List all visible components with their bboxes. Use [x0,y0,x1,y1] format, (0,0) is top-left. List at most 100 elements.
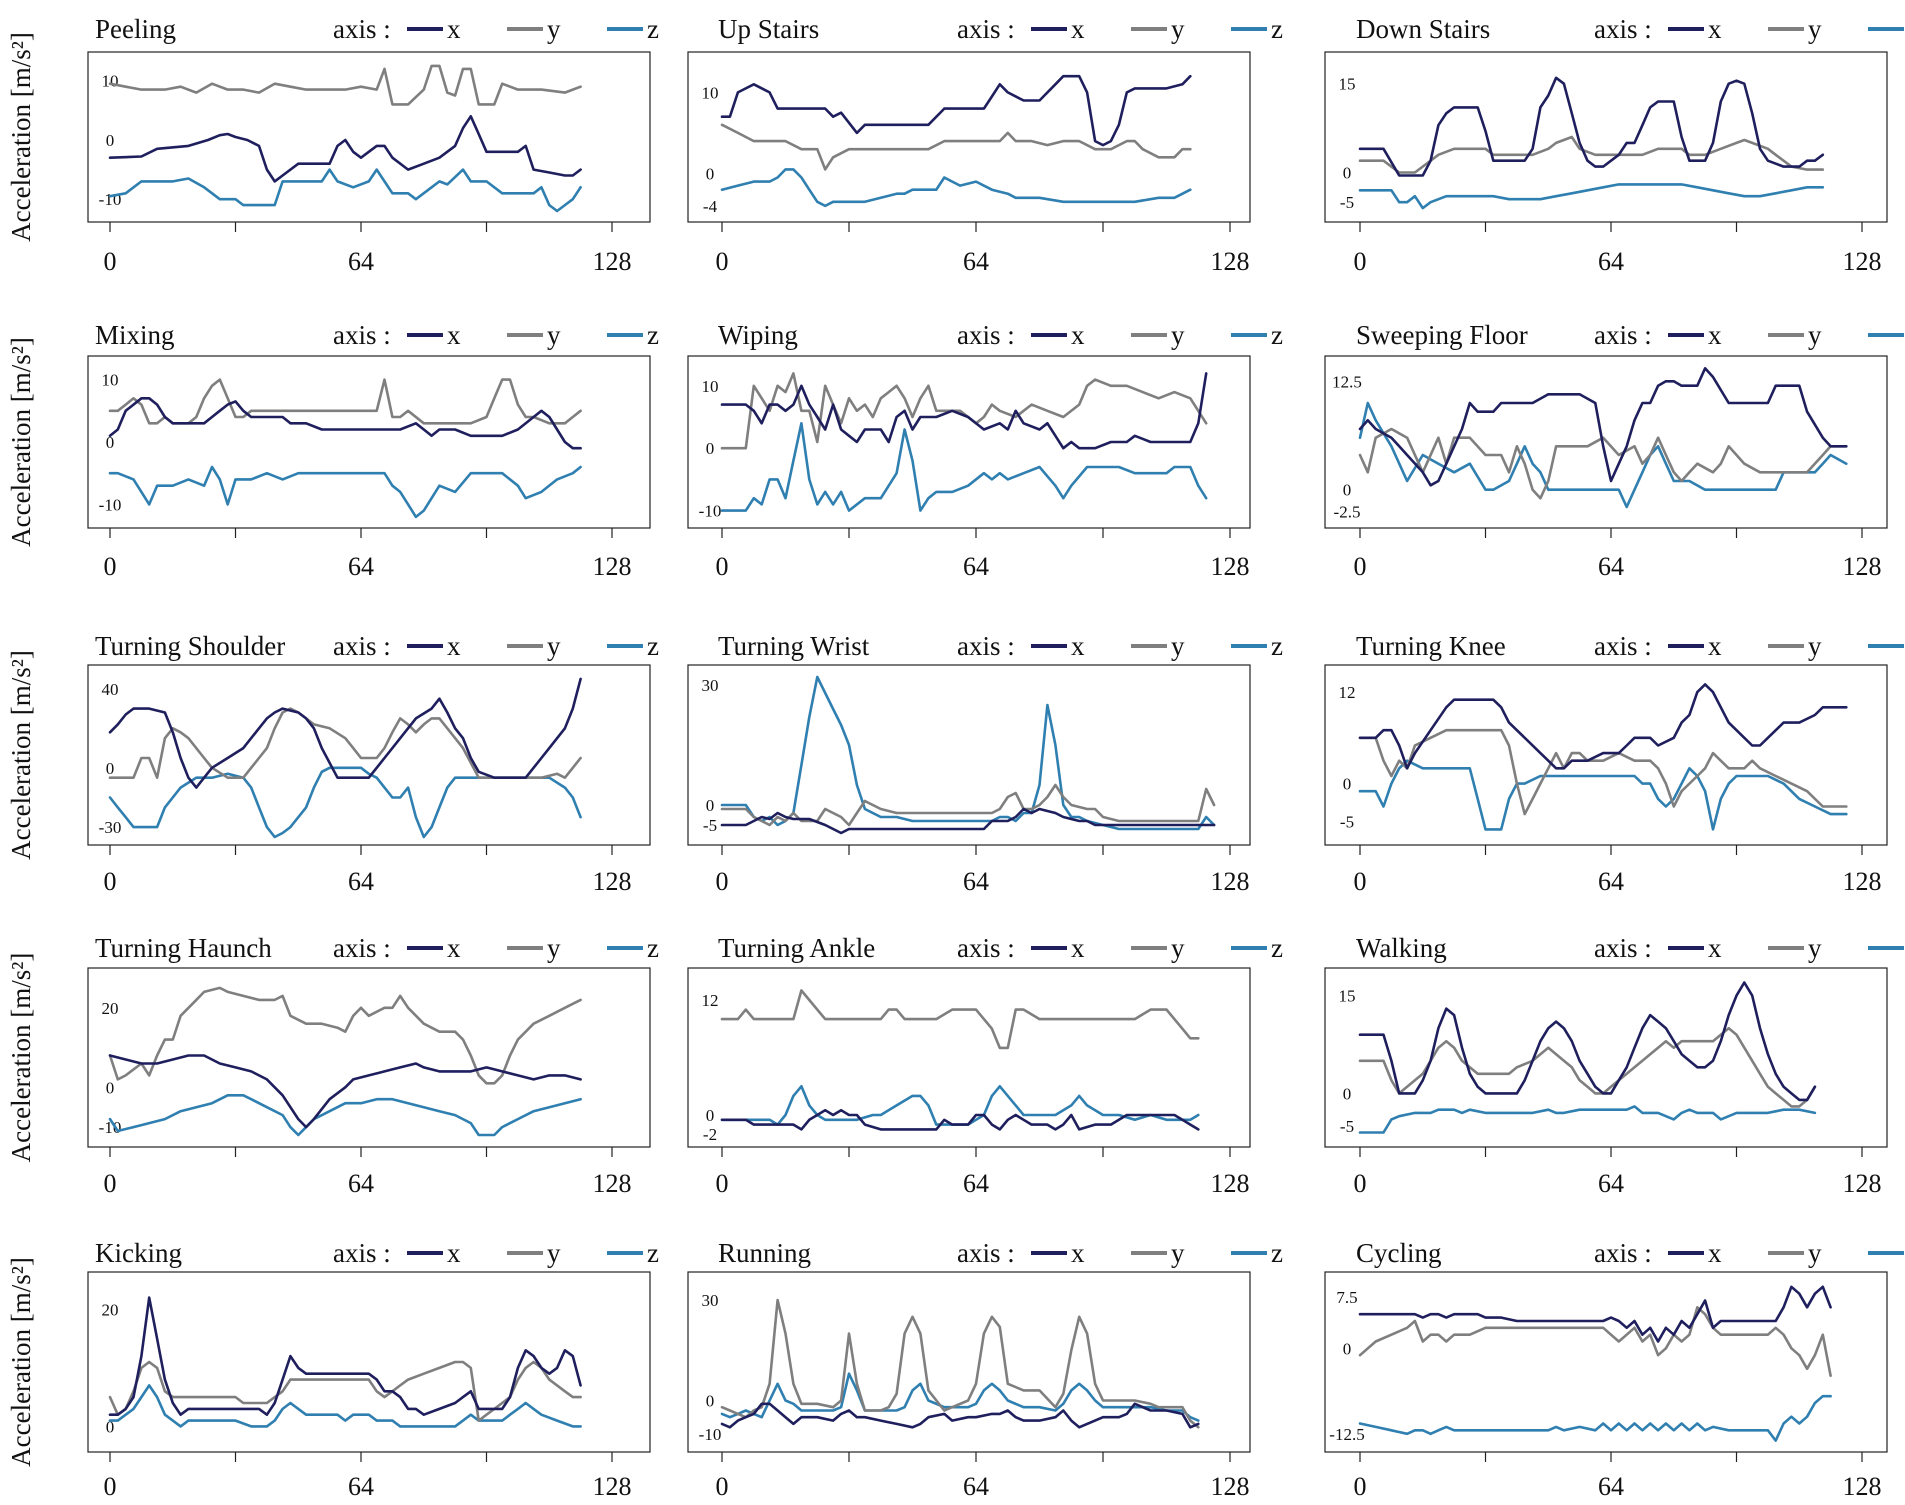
series-z-line [1358,401,1848,509]
y-axis: 10 0 -10 [99,371,122,515]
legend-label-x: x [447,14,461,44]
legend-label-x: x [1071,631,1085,661]
series-x-line [720,1402,1200,1429]
x-axis: 0 64 128 [716,845,1250,896]
x-tick-label: 0 [104,247,117,276]
x-tick-label: 64 [1598,1169,1624,1198]
chart-title: Down Stairs [1356,14,1490,44]
legend-label-z: z [647,14,659,44]
legend-label-y: y [547,14,561,44]
series-y-line [1358,728,1848,816]
legend-prefix: axis : [1594,1238,1652,1268]
series-y-line [720,1298,1200,1429]
x-tick-label: 0 [1354,247,1367,276]
x-axis: 0 64 128 [716,1452,1250,1501]
y-tick-label: 0 [1343,1084,1352,1103]
x-tick-label: 64 [348,1472,374,1501]
y-axis-title: Acceleration [m/s²] [6,1257,36,1467]
x-tick-label: 0 [716,552,729,581]
legend-label-x: x [1708,320,1722,350]
legend-prefix: axis : [333,1238,391,1268]
x-tick-label: 128 [1843,1472,1882,1501]
y-axis: 40 0 -30 [99,680,122,837]
x-tick-label: 64 [963,867,989,896]
legend-prefix: axis : [1594,933,1652,963]
x-tick-label: 0 [1354,1169,1367,1198]
series-y-line [720,783,1216,827]
y-tick-label: 10 [702,83,719,102]
legend-label-x: x [1071,320,1085,350]
legend: axis :xyz [1594,320,1904,350]
y-tick-label: 0 [706,796,715,815]
legend-label-y: y [1171,14,1185,44]
chart-title: Turning Ankle [718,933,875,963]
y-axis: 7.5 0 -12.5 [1329,1288,1364,1444]
y-tick-label: 30 [702,1291,719,1310]
y-axis-title: Acceleration [m/s²] [6,953,36,1163]
x-tick-label: 0 [104,552,117,581]
legend-prefix: axis : [333,933,391,963]
legend-label-x: x [447,933,461,963]
legend-label-y: y [1171,1238,1185,1268]
series-z-line [1358,759,1848,831]
y-tick-label: -5 [703,816,717,835]
legend-prefix: axis : [957,320,1015,350]
x-tick-label: 0 [1354,867,1367,896]
x-tick-label: 64 [963,1169,989,1198]
x-tick-label: 128 [593,1169,632,1198]
legend-label-y: y [1808,1238,1822,1268]
legend-label-z: z [647,320,659,350]
y-tick-label: 30 [702,676,719,695]
y-axis: 20 0 -10 [99,999,122,1137]
legend-label-z: z [647,933,659,963]
legend-label-y: y [1171,320,1185,350]
x-tick-label: 128 [1843,552,1882,581]
legend-prefix: axis : [333,14,391,44]
x-tick-label: 0 [716,867,729,896]
x-tick-label: 0 [1354,552,1367,581]
y-tick-label: 0 [106,433,115,452]
legend-label-y: y [1808,14,1822,44]
x-axis: 0 64 128 [104,845,632,896]
chart-title: Up Stairs [718,14,819,44]
series-x-line [108,677,582,789]
legend-label-x: x [447,320,461,350]
legend: axis :xyz [1594,631,1904,661]
chart-turning-shoulder: Turning Shoulder axis : x y z 0 64 128 40 0 -30 Acc… [6,631,659,896]
y-tick-label: 0 [1343,775,1352,794]
x-tick-label: 128 [593,552,632,581]
x-tick-label: 128 [1211,1472,1250,1501]
chart-title: Turning Haunch [95,933,272,963]
y-tick-label: -4 [703,197,718,216]
legend-label-x: x [1708,933,1722,963]
legend-prefix: axis : [957,933,1015,963]
series-z-line [720,675,1216,831]
y-tick-label: -5 [1340,1117,1354,1136]
x-tick-label: 64 [348,552,374,581]
plot-frame [687,967,1251,1148]
series-x-line [720,807,1216,835]
y-tick-label: 10 [102,371,119,390]
x-tick-label: 128 [1843,247,1882,276]
y-tick-label: 0 [706,439,715,458]
y-tick-label: -10 [99,1118,122,1137]
x-tick-label: 64 [348,1169,374,1198]
y-tick-label: -10 [99,495,122,514]
y-axis: 30 0-5 [702,676,719,835]
y-tick-label: -5 [1340,193,1354,212]
legend-label-y: y [547,933,561,963]
x-tick-label: 128 [1211,1169,1250,1198]
legend-label-y: y [547,1238,561,1268]
y-axis: 10 0 -4 [702,83,719,215]
legend-label-y: y [1808,631,1822,661]
series-y-line [108,1360,582,1422]
legend-prefix: axis : [333,631,391,661]
x-tick-label: 128 [593,247,632,276]
y-axis: 10 0 -10 [99,72,122,209]
y-tick-label: 0 [1343,164,1352,183]
x-tick-label: 64 [963,247,989,276]
series-y-line [108,707,582,779]
y-tick-label: 20 [102,1300,119,1319]
